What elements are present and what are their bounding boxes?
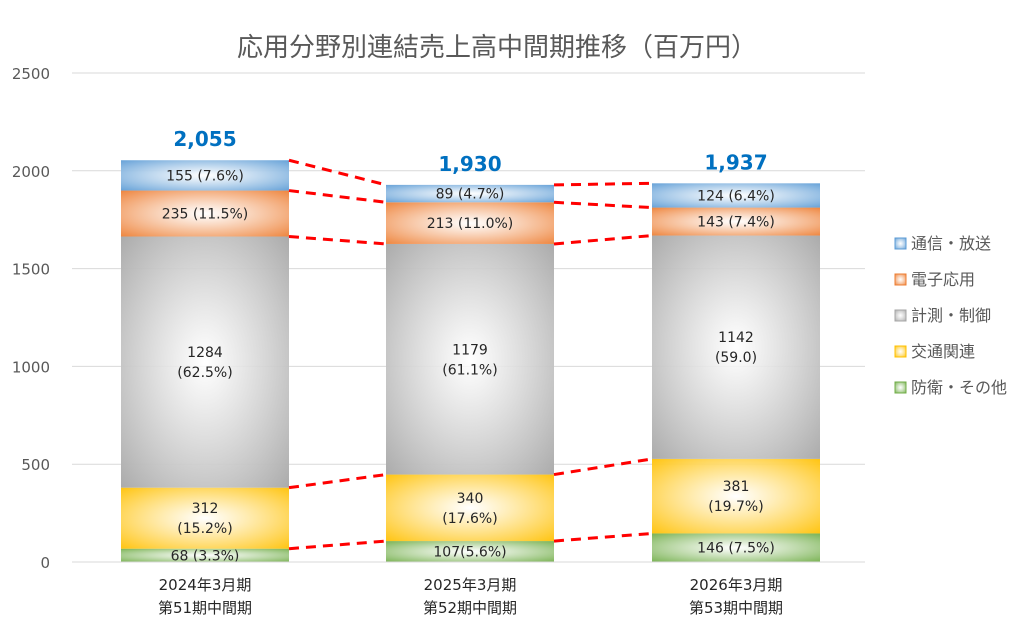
legend-swatch [894,273,907,286]
x-tick-label: 第53期中間期 [689,599,783,617]
data-label: 381 [723,479,750,495]
bar-segment [121,236,289,488]
x-tick-label: 第51期中間期 [158,599,252,617]
connector-line [288,473,387,490]
y-tick-label: 1000 [12,358,50,376]
data-label: (62.5%) [177,365,232,381]
y-tick-label: 2000 [12,163,50,181]
data-label: 155 (7.6%) [166,168,244,184]
data-label: 89 (4.7%) [436,187,505,203]
bar-segment [121,160,289,191]
data-label: (17.6%) [442,511,497,527]
data-label: (15.2%) [177,521,232,537]
data-label: 312 [192,501,219,517]
connector-line [288,158,387,187]
data-label: 68 (3.3%) [171,548,240,564]
legend-swatch [894,309,907,322]
bar-segment [386,202,554,244]
data-label: 1179 [452,342,488,358]
y-tick-label: 2500 [12,65,50,83]
legend-label: 電子応用 [911,270,975,289]
y-tick-label: 500 [21,456,50,474]
x-tick-label: 2025年3月期 [424,576,517,594]
bar-segment [386,184,554,203]
legend-label: 通信・放送 [911,234,991,253]
y-axis: 0 500 1000 1500 2000 2500 [12,65,50,572]
bar-segment [652,235,820,459]
bar-segment [121,190,289,237]
x-tick-label: 2026年3月期 [690,576,783,594]
y-tick-label: 0 [40,554,50,572]
data-label: 1284 [187,345,223,361]
bar-segment [386,243,554,475]
bar-segment [652,207,820,236]
data-label: (59.0) [715,350,757,366]
total-label: 2,055 [173,127,236,151]
total-label: 1,930 [438,152,501,176]
connector-line [288,539,387,551]
y-tick-label: 1500 [12,261,50,279]
data-labels: 68 (3.3%) 312 (15.2%) 1284 (62.5%) 235 (11.5%… [162,127,775,564]
data-label: 1142 [718,330,754,346]
bar-segment [386,541,554,562]
bar-segment [121,487,289,549]
connector-line [553,457,653,477]
data-label: 146 (7.5%) [697,541,775,557]
data-label: (19.7%) [708,499,763,515]
total-label: 1,937 [704,150,767,174]
connector-line [288,189,387,204]
legend-swatch [894,237,907,250]
chart-title: 応用分野別連結売上高中間期推移（百万円） [237,33,757,63]
connector-line [553,531,653,543]
legend-label: 計測・制御 [911,306,991,325]
legend-label: 交通関連 [911,342,975,361]
x-tick-label: 第52期中間期 [423,599,517,617]
data-label: (61.1%) [442,362,497,378]
data-label: 340 [457,491,484,507]
data-label: 235 (11.5%) [162,207,249,223]
bar-segment [652,183,820,208]
bars [121,160,820,562]
connector-line [288,235,387,246]
bar-segment [386,474,554,542]
data-label: 143 (7.4%) [697,215,775,231]
legend-swatch [894,381,907,394]
bar-segment [652,533,820,562]
legend-label: 防衛・その他 [911,378,1007,397]
connector-line [553,234,653,246]
bar-segment [121,548,289,562]
data-label: 107(5.6%) [433,545,506,561]
connector-line [553,181,653,187]
x-tick-label: 2024年3月期 [159,576,252,594]
bar-segment [652,458,820,534]
data-label: 213 (11.0%) [427,216,514,232]
legend-swatch [894,345,907,358]
data-label: 124 (6.4%) [697,188,775,204]
connector-line [553,200,653,210]
